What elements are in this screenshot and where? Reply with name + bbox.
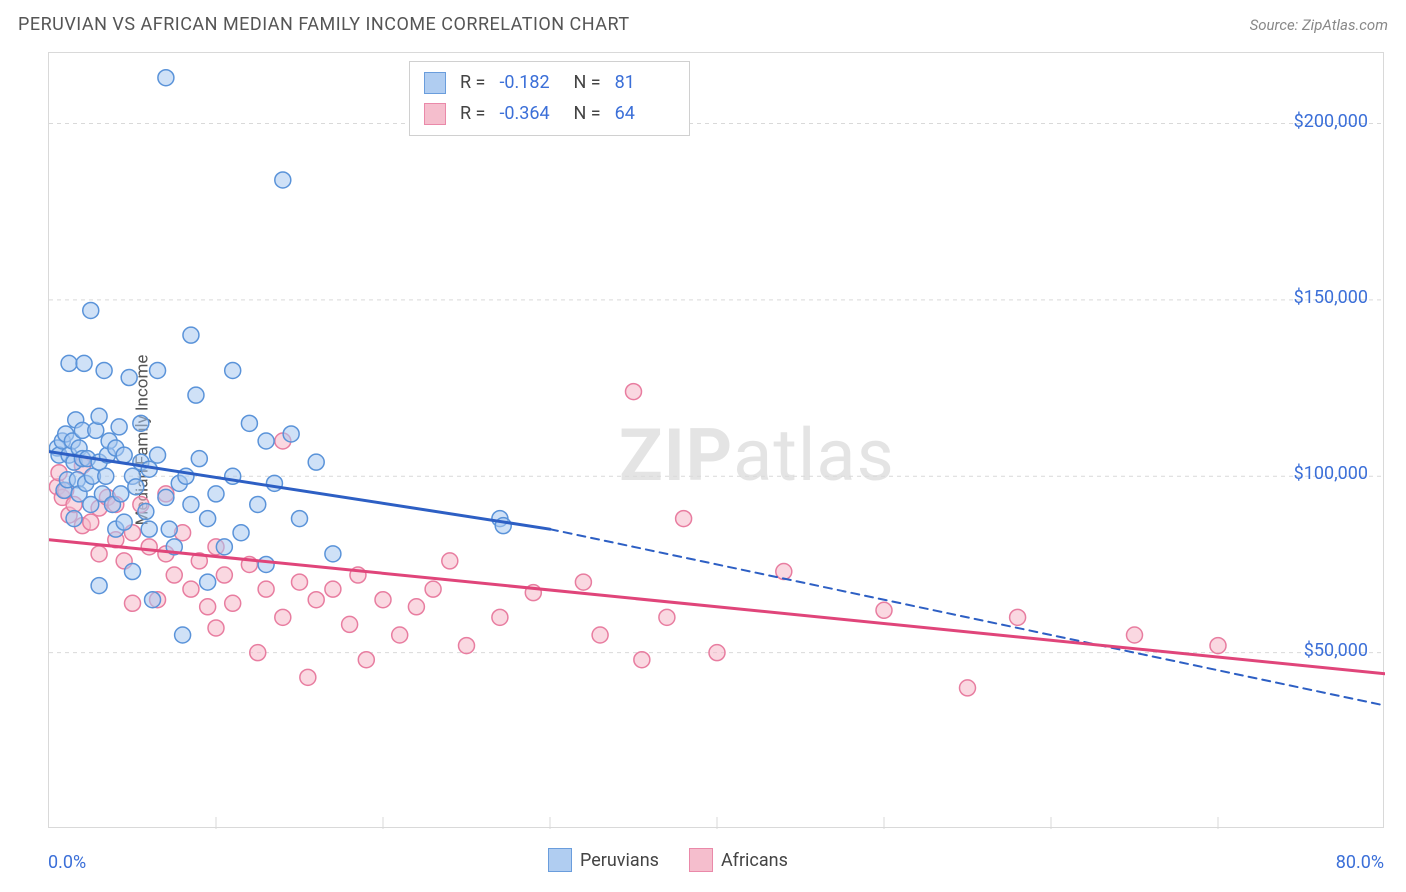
r-value-peruvians: -0.182 [499,68,559,99]
swatch-peruvians [424,72,446,94]
n-value-africans: 64 [615,99,675,130]
legend-swatch-africans [689,848,713,872]
legend-label-africans: Africans [721,850,788,871]
x-max-label: 80.0% [1336,852,1384,873]
chart-area: Median Family Income ZIPatlas R = -0.182… [48,52,1384,828]
stats-row-africans: R = -0.364 N = 64 [424,99,675,130]
r-value-africans: -0.364 [499,99,559,130]
y-tick-label: $100,000 [1294,463,1368,484]
y-tick-label: $200,000 [1294,111,1368,132]
legend-swatch-peruvians [548,848,572,872]
legend-item-peruvians: Peruvians [548,848,659,872]
swatch-africans [424,103,446,125]
x-min-label: 0.0% [48,852,86,873]
correlation-stats-box: R = -0.182 N = 81 R = -0.364 N = 64 [409,61,690,136]
chart-title: PERUVIAN VS AFRICAN MEDIAN FAMILY INCOME… [18,14,630,35]
legend-label-peruvians: Peruvians [580,850,659,871]
series-legend: Peruvians Africans [548,848,788,872]
stats-row-peruvians: R = -0.182 N = 81 [424,68,675,99]
n-value-peruvians: 81 [615,68,675,99]
legend-item-africans: Africans [689,848,788,872]
y-tick-label: $150,000 [1294,287,1368,308]
scatter-plot-svg [49,53,1385,829]
y-tick-label: $50,000 [1304,640,1368,661]
source-attribution: Source: ZipAtlas.com [1250,16,1388,34]
